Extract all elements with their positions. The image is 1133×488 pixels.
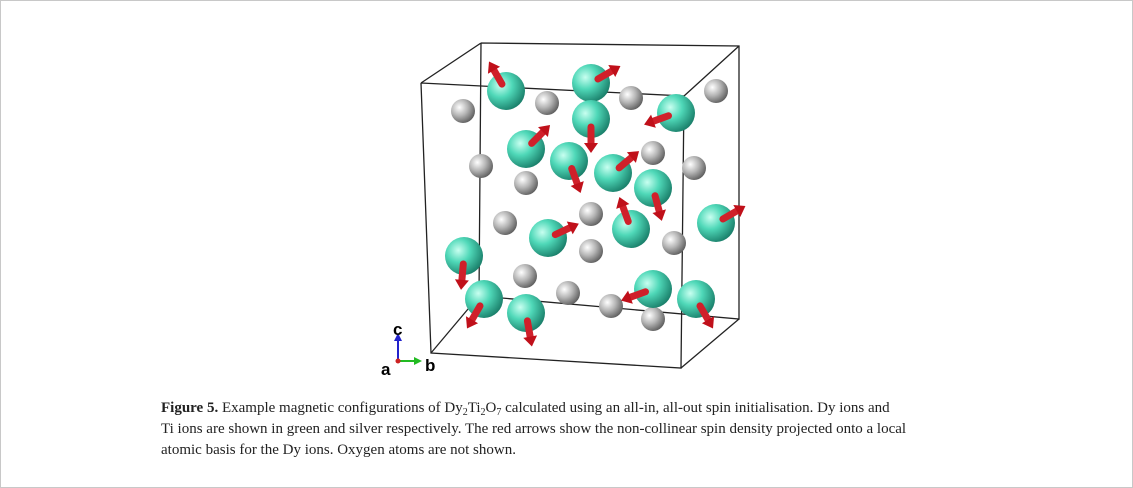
- ti-ion: [493, 211, 517, 235]
- ti-ion: [556, 281, 580, 305]
- dy-ion: [550, 142, 588, 180]
- crystal-structure: c a b: [1, 1, 1132, 391]
- atoms: [445, 62, 745, 347]
- ti-ion: [514, 171, 538, 195]
- spin-arrow-shaft: [655, 196, 659, 211]
- ti-ion: [662, 231, 686, 255]
- dy-ion: [612, 210, 650, 248]
- dy-ion: [529, 219, 567, 257]
- ti-ion: [682, 156, 706, 180]
- ti-ion: [619, 86, 643, 110]
- ti-ion: [513, 264, 537, 288]
- axis-label-b: b: [425, 356, 435, 375]
- dy-ion: [487, 72, 525, 110]
- ti-ion: [641, 141, 665, 165]
- spin-arrow-shaft: [462, 264, 463, 280]
- figure-panel: c a b Figure 5. Example magnetic configu…: [0, 0, 1133, 488]
- spin-arrow-head: [523, 335, 537, 346]
- caption-text: O: [486, 400, 497, 416]
- ti-ion: [469, 154, 493, 178]
- spin-arrow-shaft: [527, 321, 530, 337]
- dy-ion: [634, 270, 672, 308]
- caption-line: atomic basis for the Dy ions. Oxygen ato…: [161, 440, 516, 460]
- ti-ion: [704, 79, 728, 103]
- axis-indicator: c a b: [381, 320, 435, 379]
- spin-arrow-head: [584, 143, 598, 153]
- caption-text: calculated using an all-in, all-out spin…: [501, 400, 889, 416]
- ti-ion: [579, 202, 603, 226]
- caption-label: Figure 5.: [161, 400, 218, 416]
- ti-ion: [641, 307, 665, 331]
- dy-ion: [677, 280, 715, 318]
- dy-ion: [697, 204, 735, 242]
- axis-label-c: c: [393, 320, 402, 339]
- dy-ion: [657, 94, 695, 132]
- caption-line: Figure 5. Example magnetic configuration…: [161, 398, 890, 418]
- ti-ion: [535, 91, 559, 115]
- caption-text: Example magnetic configurations of Dy: [218, 400, 463, 416]
- axis-label-a: a: [381, 360, 391, 379]
- ti-ion: [451, 99, 475, 123]
- ti-ion: [599, 294, 623, 318]
- dy-ion: [465, 280, 503, 318]
- spin-arrow-head: [455, 279, 469, 290]
- dy-ion: [572, 64, 610, 102]
- ti-ion: [579, 239, 603, 263]
- caption-line: Ti ions are shown in green and silver re…: [161, 419, 906, 439]
- caption-text: Ti: [468, 400, 481, 416]
